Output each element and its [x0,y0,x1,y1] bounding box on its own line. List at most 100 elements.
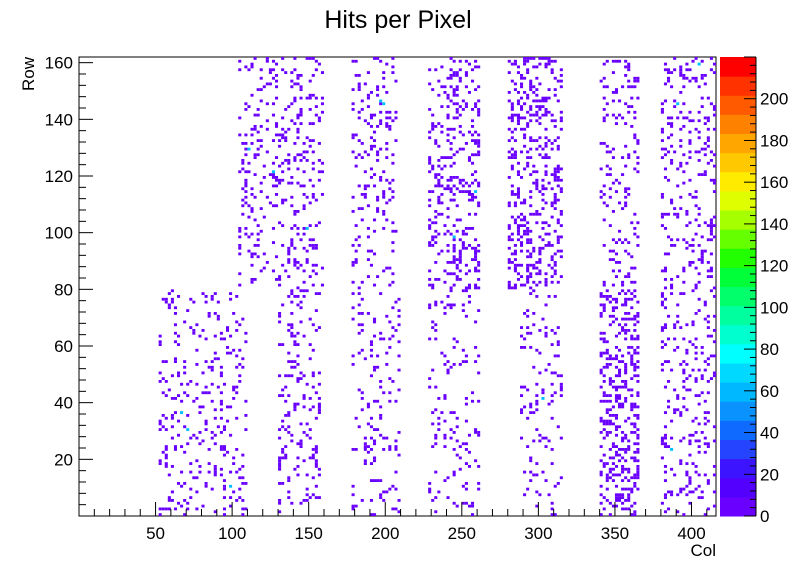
hit-pixel [455,102,459,106]
hit-pixel [605,59,609,63]
hit-pixel [670,122,674,125]
hit-pixel [357,303,361,307]
hit-pixel [682,487,686,491]
hit-pixel [547,263,551,267]
hit-pixel [299,96,303,100]
hit-pixel [385,363,389,366]
hit-pixel [663,465,667,468]
hit-pixel [385,351,389,355]
hit-pixel [351,317,355,321]
hit-pixel [553,331,557,335]
hit-pixel [204,360,208,363]
hit-pixel [253,57,257,60]
hit-pixel [241,357,245,361]
hit-pixel [709,150,713,154]
hit-pixel [238,476,242,480]
hit-pixel [434,68,438,72]
hit-pixel [507,246,511,250]
hit-pixel [287,167,291,171]
hit-pixel [673,337,677,341]
hit-pixel [164,448,168,451]
hit-pixel [164,507,168,511]
hit-pixel [663,62,667,66]
hit-pixel [532,249,536,253]
hit-pixel [682,102,686,106]
hit-pixel [688,79,692,83]
hit-pixel [706,116,710,120]
hit-pixel [510,105,514,108]
hit-pixel [376,210,380,213]
hit-pixel [697,309,701,312]
hit-pixel [369,343,373,346]
hit-pixel [268,68,272,72]
hit-pixel [697,119,701,123]
hit-pixel [235,448,239,451]
hit-pixel [516,122,520,125]
hit-pixel [526,249,530,253]
hit-pixel [452,473,456,477]
hit-pixel [222,337,226,341]
hit-pixel [663,68,667,72]
hit-pixel [667,116,671,120]
hit-pixel [449,303,453,307]
hit-pixel [627,105,631,108]
hit-pixel [553,59,557,63]
hit-pixel [477,399,481,403]
hit-pixel [550,258,554,261]
hit-pixel [250,280,254,284]
hit-pixel [161,360,165,363]
hit-pixel [305,499,309,502]
hit-pixel [676,397,680,400]
hit-pixel [290,71,294,74]
hit-pixel [559,85,563,89]
hit-pixel [177,482,181,485]
hit-pixel [627,470,631,474]
hit-pixel [296,181,300,185]
hit-pixel [633,232,637,236]
palette-band [720,76,756,96]
hit-pixel [608,380,612,383]
hit-pixel [428,204,432,208]
y-tick-label: 100 [45,224,73,243]
hit-pixel [302,232,306,236]
hit-pixel [602,244,606,247]
hit-pixel [676,275,680,278]
hit-pixel [605,297,609,301]
hit-pixel [308,93,312,97]
hit-pixel [670,161,674,165]
hit-pixel [474,190,478,193]
hit-pixel [467,193,471,196]
hit-pixel [608,431,612,434]
hit-pixel [428,108,432,111]
hit-pixel [474,249,478,253]
hit-pixel [458,238,462,242]
hit-pixel [621,283,625,287]
hit-pixel [281,170,285,174]
hit-pixel [614,357,618,361]
hit-pixel [633,473,637,477]
y-tick-label: 80 [54,280,73,299]
hit-pixel [354,261,358,264]
hit-pixel [670,283,674,287]
hit-pixel [281,68,285,72]
hit-pixel [621,487,625,491]
hit-pixel [636,450,640,454]
hit-pixel [244,102,248,106]
hit-pixel [559,187,563,191]
hit-pixel [510,102,514,106]
hit-pixel [660,340,664,344]
hit-pixel [614,484,618,488]
hit-pixel [302,334,306,338]
hit-pixel [621,207,625,210]
hit-pixel [296,473,300,477]
hit-pixel [278,144,282,148]
z-tick-label: 60 [760,382,779,401]
hit-pixel [691,244,695,247]
hit-pixel [633,484,637,488]
hit-pixel [351,133,355,137]
hit-pixel [226,450,230,454]
hit-pixel [226,405,230,409]
hit-pixel [507,235,511,239]
hit-pixel [602,201,606,205]
